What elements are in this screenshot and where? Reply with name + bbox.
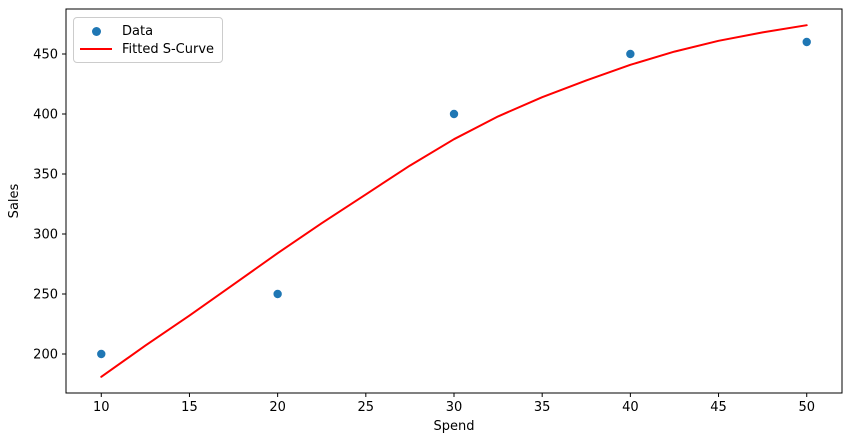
legend-handle [79, 26, 113, 36]
scatter-point [273, 289, 282, 299]
x-tick-label: 15 [181, 400, 198, 415]
data-marker-icon [91, 26, 101, 36]
x-tick-label: 35 [534, 400, 551, 415]
scatter-point [97, 349, 106, 359]
scatter-point [449, 109, 459, 119]
x-tick-label: 30 [446, 400, 463, 415]
legend-item-data: Data [79, 22, 214, 40]
y-axis-label: Sales [7, 183, 22, 218]
y-tick-label: 250 [33, 288, 58, 303]
scatter-point [626, 49, 635, 59]
y-tick-label: 200 [33, 348, 58, 363]
x-tick-label: 25 [358, 400, 375, 415]
scatter-point [802, 37, 811, 47]
axes-frame [65, 8, 843, 394]
fitted-curve [100, 24, 808, 378]
legend-item-fitted-curve: Fitted S-Curve [79, 40, 214, 58]
x-tick-label: 10 [93, 400, 110, 415]
x-tick-label: 40 [622, 400, 639, 415]
legend-label-data: Data [122, 23, 154, 39]
x-tick-label: 45 [710, 400, 727, 415]
x-tick-label: 50 [798, 400, 815, 415]
legend-handle [79, 48, 113, 50]
y-tick-label: 400 [33, 108, 58, 123]
x-axis-label: Spend [434, 419, 475, 434]
curve-line-icon [80, 48, 112, 50]
y-tick-label: 350 [33, 168, 58, 183]
y-tick-label: 300 [33, 228, 58, 243]
legend-label-fitted-curve: Fitted S-Curve [122, 41, 215, 57]
x-tick-label: 20 [269, 400, 286, 415]
y-tick-label: 450 [33, 48, 58, 63]
legend: Data Fitted S-Curve [73, 17, 224, 63]
